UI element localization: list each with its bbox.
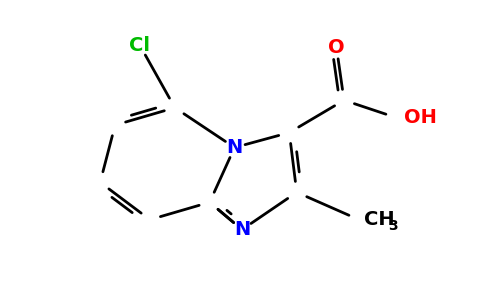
Text: CH: CH bbox=[364, 210, 394, 229]
Text: Cl: Cl bbox=[130, 36, 151, 55]
Text: O: O bbox=[328, 38, 345, 58]
Text: 3: 3 bbox=[388, 219, 397, 233]
Text: N: N bbox=[234, 220, 250, 239]
Text: N: N bbox=[227, 138, 242, 157]
Text: OH: OH bbox=[404, 108, 437, 127]
